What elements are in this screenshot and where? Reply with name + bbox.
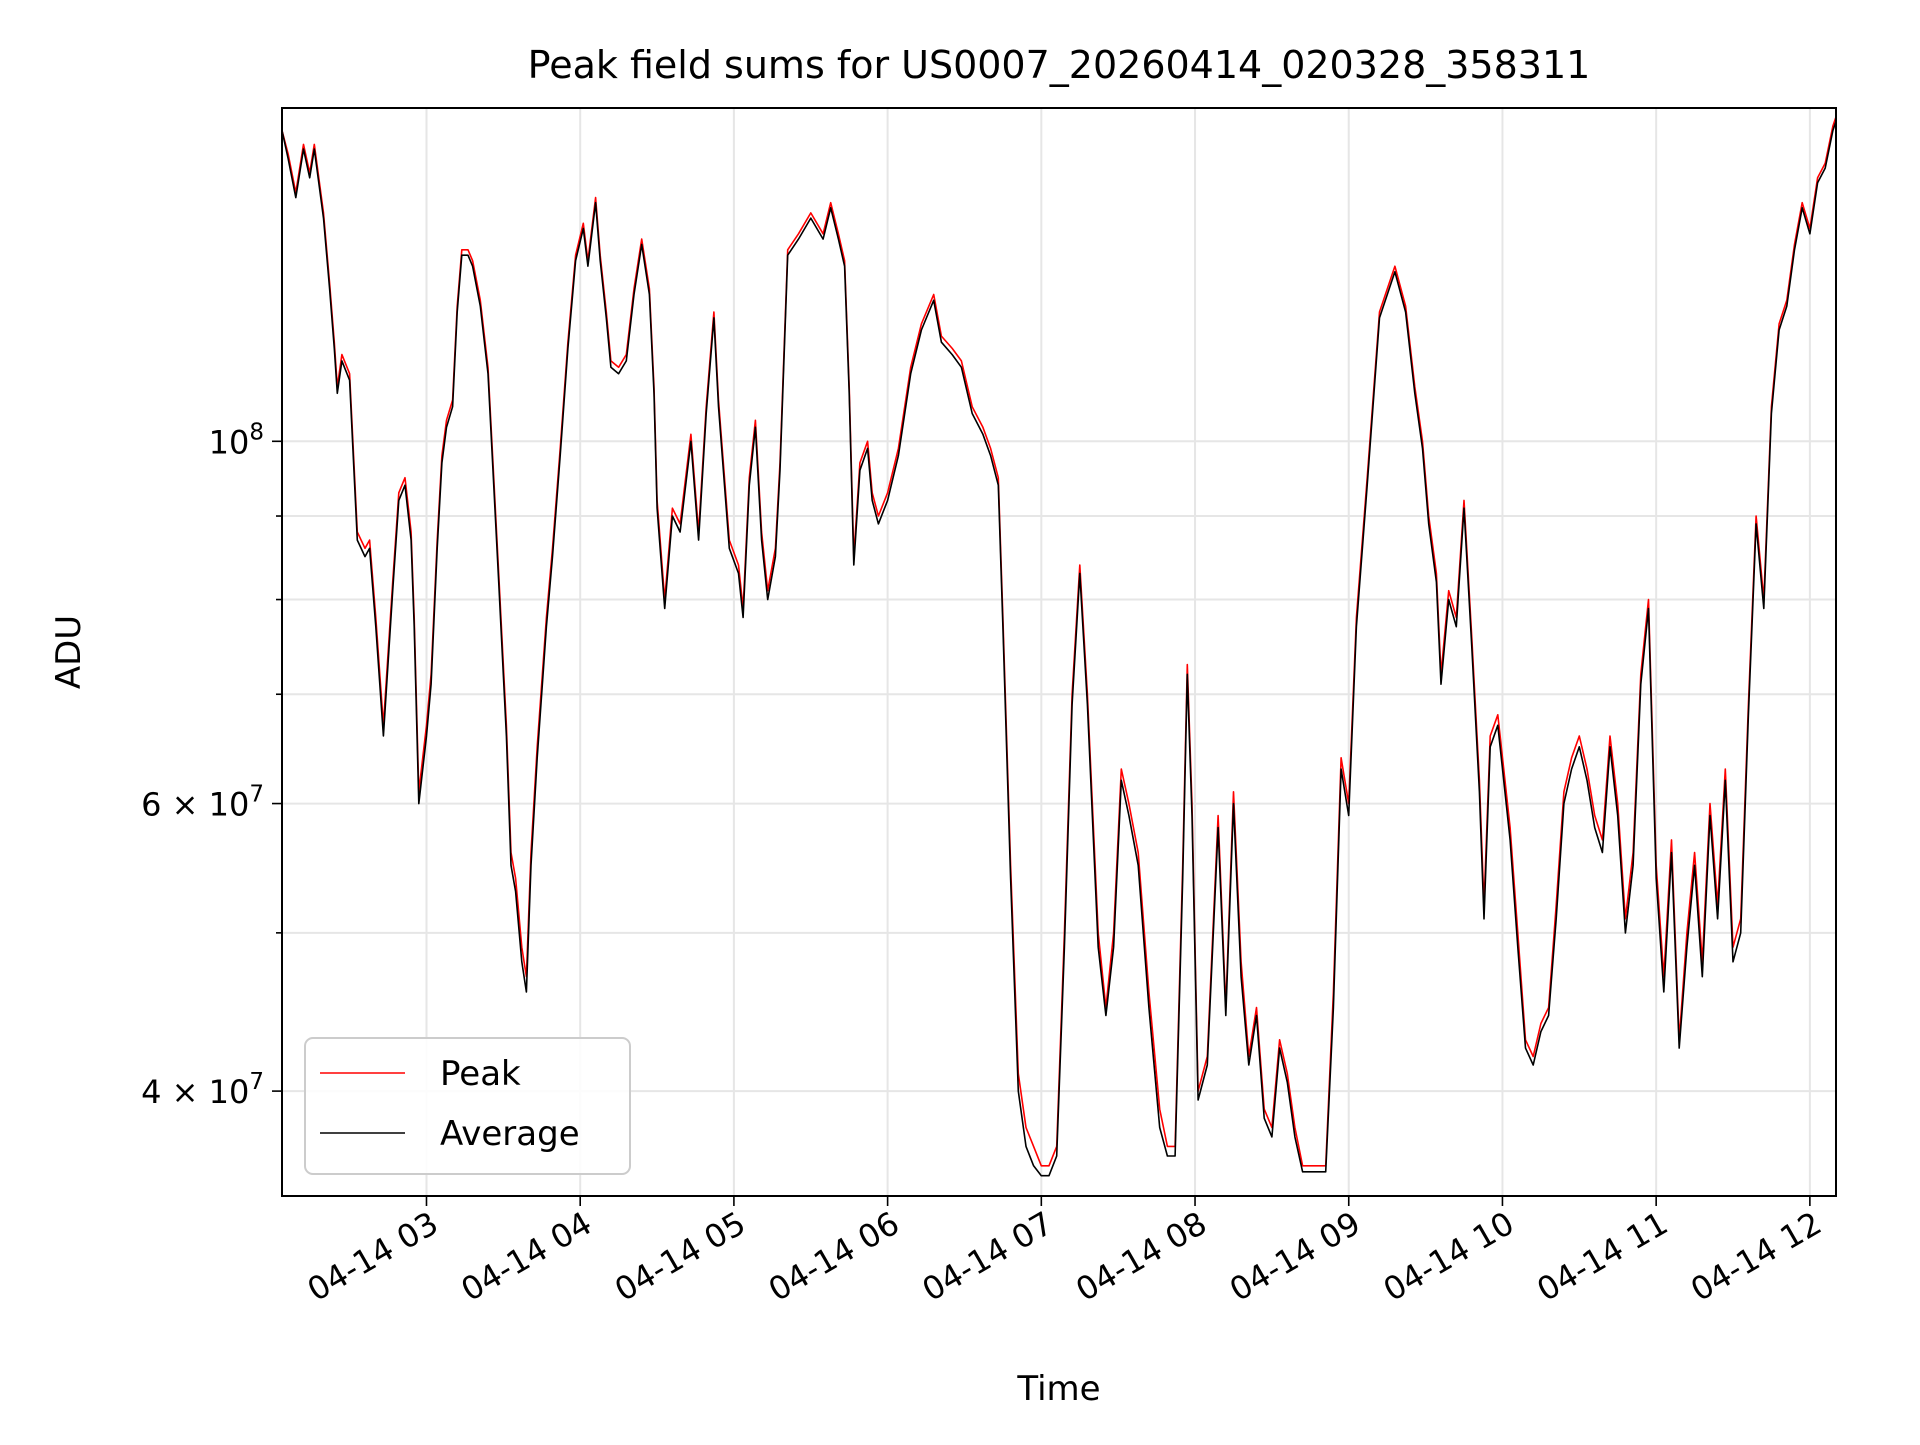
plot-frame (281, 107, 1837, 1197)
series-line-peak (282, 116, 1836, 1167)
x-tick-label: 04-14 09 (1223, 1204, 1367, 1309)
chart-title: Peak field sums for US0007_20260414_0203… (528, 43, 1591, 87)
series-line-average (282, 121, 1836, 1177)
x-axis-label: Time (1016, 1369, 1100, 1409)
y-axis-label: ADU (49, 615, 89, 689)
legend-label-peak: Peak (440, 1054, 521, 1094)
x-tick-label: 04-14 11 (1531, 1204, 1675, 1309)
x-tick-label: 04-14 06 (762, 1204, 906, 1309)
x-tick-label: 04-14 05 (608, 1204, 752, 1309)
x-tick-label: 04-14 04 (455, 1204, 599, 1309)
x-tick-label: 04-14 07 (916, 1204, 1060, 1309)
y-tick-label: 4 × 107 (141, 1069, 264, 1111)
x-tick-label: 04-14 03 (301, 1204, 445, 1309)
y-tick-label: 6 × 107 (141, 782, 264, 824)
x-tick-label: 04-14 08 (1069, 1204, 1213, 1309)
x-tick-label: 04-14 12 (1684, 1204, 1828, 1309)
legend-label-average: Average (440, 1114, 580, 1154)
legend: Peak Average (304, 1037, 631, 1175)
grid (282, 108, 1836, 1196)
x-tick-label: 04-14 10 (1377, 1204, 1521, 1309)
y-tick-label: 108 (209, 419, 264, 461)
series-layer (282, 116, 1836, 1177)
legend-box (304, 1037, 631, 1175)
